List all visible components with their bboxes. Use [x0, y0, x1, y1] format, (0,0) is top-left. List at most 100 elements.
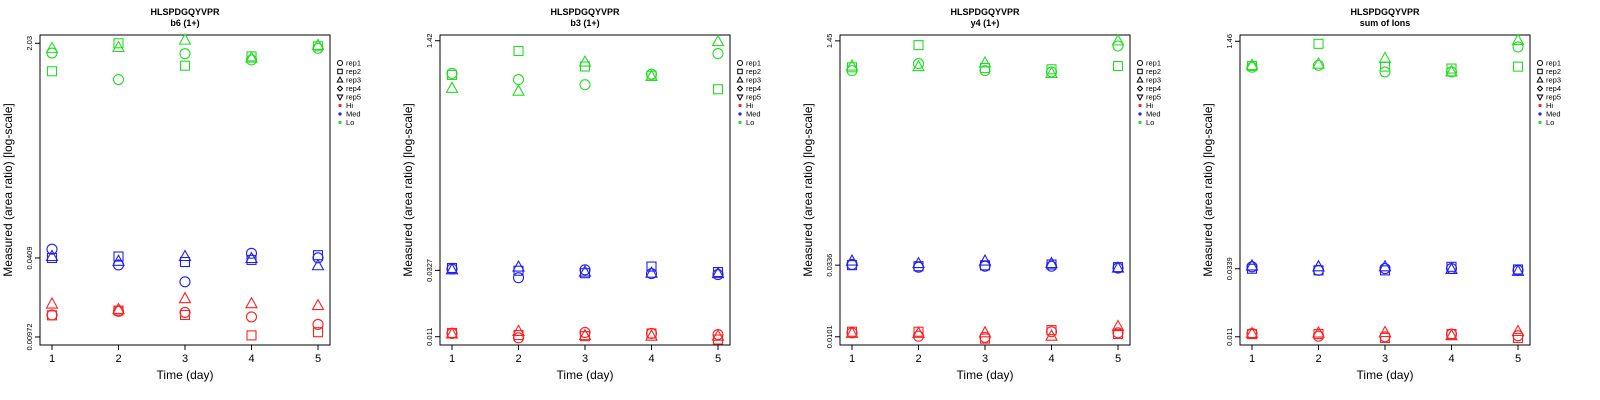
legend-label: Hi: [1546, 101, 1553, 110]
x-tick-label: 3: [182, 353, 188, 365]
legend-label: Hi: [346, 101, 353, 110]
y-tick-label: 0.0101: [825, 325, 834, 348]
data-point: [1046, 64, 1057, 75]
data-point: [312, 41, 324, 52]
chart-title: HLSPDGQYVPR: [950, 7, 1020, 17]
data-point: [112, 40, 125, 53]
data-point: [1445, 263, 1458, 275]
legend-marker: [1136, 94, 1144, 102]
data-point: [245, 311, 258, 323]
y-tick-label: 0.0409: [25, 246, 34, 269]
data-point: [1312, 325, 1325, 338]
data-point: [1378, 259, 1392, 272]
data-point: [1313, 38, 1324, 49]
data-point: [445, 326, 459, 339]
data-point: [979, 62, 991, 74]
data-point: [512, 324, 525, 336]
y-tick-label: 0.0339: [1225, 257, 1234, 280]
data-point: [1111, 260, 1125, 273]
data-point: [246, 330, 257, 341]
data-point: [712, 267, 724, 278]
data-point: [1045, 66, 1058, 78]
legend-marker: [1538, 112, 1542, 116]
data-point: [1112, 328, 1124, 339]
legend-marker: [1536, 75, 1544, 83]
data-point: [1111, 319, 1125, 332]
data-point: [1312, 59, 1325, 71]
legend-label: Lo: [1146, 118, 1154, 127]
data-point: [1112, 61, 1124, 72]
x-tick-label: 1: [449, 353, 455, 365]
legend-marker: [337, 68, 343, 75]
data-point: [1378, 325, 1392, 338]
legend-marker: [738, 112, 742, 116]
data-point: [1112, 40, 1124, 52]
legend-marker: [737, 60, 743, 66]
data-point: [1111, 33, 1125, 46]
data-point: [512, 74, 525, 86]
x-tick-label: 4: [248, 353, 254, 365]
data-point: [245, 251, 258, 264]
legend-label: rep3: [1146, 76, 1161, 85]
data-point: [578, 54, 592, 67]
chart-subtitle: y4 (1+): [971, 18, 1000, 28]
y-axis-label: Measured (area ratio) [log-scale]: [401, 103, 415, 276]
legend-label: rep2: [1146, 67, 1161, 76]
legend-marker: [1536, 94, 1544, 102]
data-point: [45, 249, 59, 262]
data-point: [245, 54, 258, 66]
legend-marker: [736, 85, 744, 92]
legend-label: Lo: [1546, 118, 1554, 127]
data-point: [711, 266, 725, 279]
plot-frame: [39, 34, 331, 346]
x-tick-label: 2: [1315, 353, 1321, 365]
x-tick-label: 2: [515, 353, 521, 365]
data-point: [311, 298, 325, 311]
data-point: [979, 333, 991, 344]
data-point: [178, 249, 192, 262]
legend-marker: [1538, 120, 1542, 125]
x-tick-label: 5: [1115, 353, 1121, 365]
legend-label: Med: [746, 110, 761, 119]
legend-label: rep3: [346, 76, 361, 85]
data-point: [1045, 256, 1058, 269]
data-point: [1512, 61, 1524, 72]
y-tick-label: 0.00972: [25, 323, 34, 350]
data-point: [46, 252, 58, 264]
data-point: [446, 69, 458, 80]
data-point: [712, 48, 724, 60]
legend-marker: [1536, 85, 1544, 92]
data-point: [912, 256, 925, 269]
data-point: [245, 50, 258, 63]
y-tick-label: 1.42: [425, 33, 434, 48]
data-point: [645, 268, 658, 280]
x-tick-label: 4: [648, 353, 654, 365]
data-point: [178, 32, 192, 45]
data-point: [113, 251, 124, 262]
data-point: [46, 243, 58, 255]
legend-label: rep1: [1546, 59, 1561, 68]
legend-marker: [1137, 60, 1143, 66]
data-point: [46, 66, 58, 77]
x-tick-label: 2: [915, 353, 921, 365]
legend-marker: [738, 103, 742, 108]
chart-subtitle: b6 (1+): [170, 18, 199, 28]
data-point: [311, 258, 325, 271]
legend-marker: [1537, 60, 1543, 66]
legend-label: rep2: [346, 67, 361, 76]
x-axis-label: Time (day): [1357, 368, 1414, 382]
legend-marker: [1537, 68, 1543, 75]
legend-marker: [338, 103, 342, 108]
x-tick-label: 1: [1249, 353, 1255, 365]
data-point: [1445, 262, 1458, 275]
data-point: [711, 34, 725, 47]
legend-marker: [338, 120, 342, 125]
legend-label: rep1: [746, 59, 761, 68]
data-point: [113, 38, 124, 49]
legend-label: rep4: [1146, 84, 1161, 93]
legend-label: rep4: [1546, 84, 1561, 93]
y-tick-label: 1.46: [1225, 34, 1234, 49]
data-point: [311, 38, 325, 51]
data-point: [845, 253, 859, 266]
y-axis-label: Measured (area ratio) [log-scale]: [801, 103, 815, 276]
